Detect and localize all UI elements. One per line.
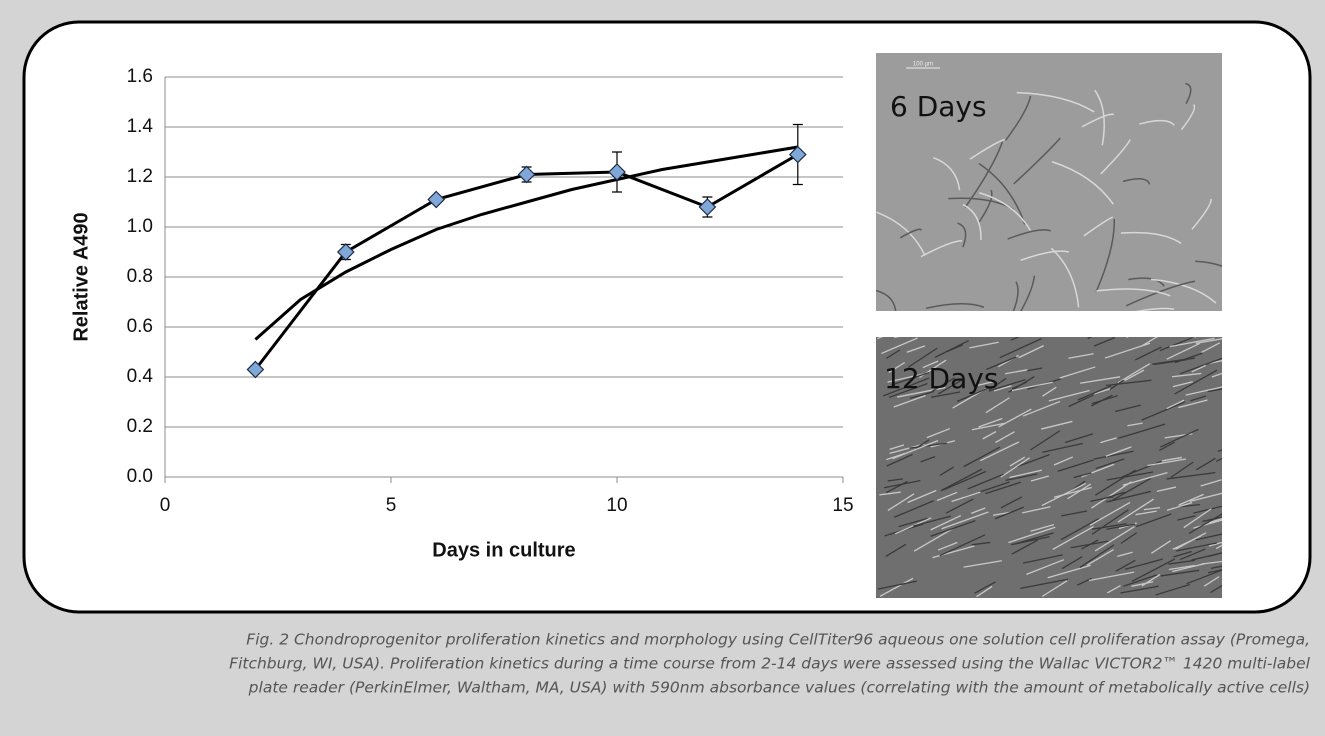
caption-line: plate reader (PerkinElmer, Waltham, MA, … <box>248 679 1310 697</box>
y-axis-title: Relative A490 <box>70 212 92 341</box>
y-tick-label: 0.8 <box>127 266 153 287</box>
y-tick-label: 1.4 <box>127 116 154 137</box>
x-tick-label: 10 <box>606 495 627 516</box>
y-tick-label: 1.6 <box>127 66 153 87</box>
x-tick-label: 15 <box>832 495 853 516</box>
y-tick-label: 0.4 <box>127 366 154 387</box>
y-tick-label: 0.2 <box>127 416 153 437</box>
image-label: 6 Days <box>890 90 987 123</box>
image-label: 12 Days <box>884 362 998 395</box>
y-tick-label: 0.0 <box>127 466 153 487</box>
x-tick-label: 5 <box>386 495 397 516</box>
caption-line: Fig. 2 Chondroprogenitor proliferation k… <box>246 631 1310 649</box>
caption-line: Fitchburg, WI, USA). Proliferation kinet… <box>229 655 1311 673</box>
x-tick-label: 0 <box>160 495 171 516</box>
figure: 0.0 0.2 0.4 0.6 0.8 1.0 1.2 1.4 1.6 0 5 10 15 Days in… <box>0 0 1325 736</box>
x-axis-title: Days in culture <box>432 539 575 561</box>
y-tick-label: 1.0 <box>127 216 153 237</box>
y-tick-label: 1.2 <box>127 166 153 187</box>
y-tick-label: 0.6 <box>127 316 153 337</box>
scale-bar-label: 100 µm <box>913 62 933 68</box>
